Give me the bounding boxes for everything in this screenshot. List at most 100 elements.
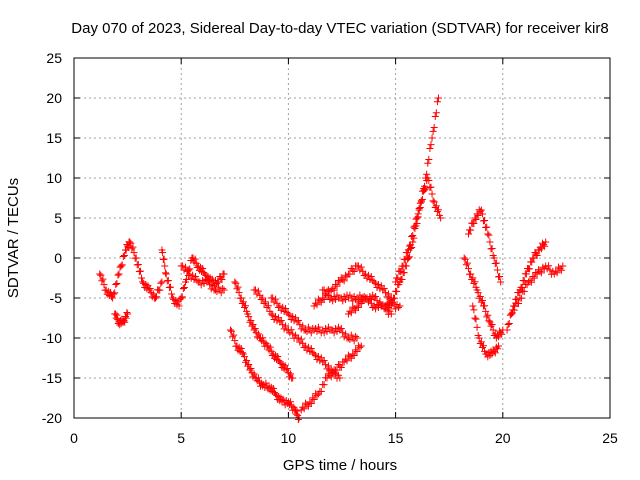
data-point-interp [251, 324, 259, 332]
data-point-interp [299, 322, 307, 330]
data-point-interp [537, 269, 545, 277]
data-point-interp [488, 245, 496, 253]
series-sat-o [460, 254, 507, 342]
data-point-interp [306, 347, 314, 355]
data-point-interp [303, 327, 311, 335]
data-point-interp [269, 384, 277, 392]
data-point-interp [416, 203, 424, 211]
y-tick-label: 25 [46, 50, 62, 66]
data-point [237, 294, 245, 302]
data-point-interp [429, 127, 437, 135]
data-point-interp [329, 367, 337, 375]
data-point-interp [488, 320, 496, 328]
data-point-interp [388, 298, 396, 306]
data-point-interp [332, 295, 340, 303]
data-point-interp [297, 335, 305, 343]
data-point-interp [352, 346, 360, 354]
data-point-interp [282, 304, 290, 312]
data-point-interp [337, 274, 345, 282]
data-point [522, 270, 530, 278]
data-point-interp [391, 294, 399, 302]
data-point-interp [307, 344, 315, 352]
data-point-interp [489, 326, 497, 334]
data-point-interp [342, 355, 350, 363]
data-point [158, 278, 166, 286]
data-point-interp [470, 306, 478, 314]
data-point [542, 238, 550, 246]
data-point-interp [333, 282, 341, 290]
data-point-interp [243, 357, 251, 365]
data-point-interp [322, 361, 330, 369]
data-point-interp [249, 320, 257, 328]
data-point-interp [260, 300, 268, 308]
data-point-interp [363, 274, 371, 282]
data-point-interp [245, 313, 253, 321]
data-point-interp [118, 261, 126, 269]
data-point-interp [262, 298, 270, 306]
data-point-interp [477, 338, 485, 346]
data-point-interp [350, 337, 358, 345]
data-point-interp [364, 271, 372, 279]
data-point-interp [346, 291, 354, 299]
data-point-interp [510, 306, 518, 314]
data-point-interp [218, 276, 226, 284]
data-point-interp [317, 388, 325, 396]
data-points [96, 94, 567, 424]
data-point-interp [357, 263, 365, 271]
data-point-interp [231, 337, 239, 345]
data-point-interp [483, 223, 491, 231]
data-point-interp [120, 251, 128, 259]
data-point [227, 326, 235, 334]
data-point-interp [346, 307, 354, 315]
data-point-interp [536, 267, 544, 275]
data-point-interp [430, 124, 438, 132]
data-point-interp [346, 270, 354, 278]
data-point-interp [373, 284, 381, 292]
data-point-interp [111, 310, 119, 318]
data-point-interp [178, 293, 186, 301]
data-point-interp [229, 333, 237, 341]
data-point [434, 94, 442, 102]
data-point-interp [280, 325, 288, 333]
data-point-interp [372, 305, 380, 313]
data-point-interp [287, 370, 295, 378]
data-point-interp [470, 220, 478, 228]
data-point-interp [485, 231, 493, 239]
data-point-interp [330, 286, 338, 294]
data-point [96, 270, 104, 278]
data-point-interp [264, 302, 272, 310]
data-point-interp [322, 325, 330, 333]
data-point [353, 334, 361, 342]
data-point-interp [320, 329, 328, 337]
data-point [392, 278, 400, 286]
data-point-interp [228, 327, 236, 335]
data-point [469, 302, 477, 310]
y-tick-label: 20 [46, 90, 62, 106]
data-point-interp [159, 249, 167, 257]
data-point-interp [313, 356, 321, 364]
data-point-interp [483, 313, 491, 321]
data-point-interp [543, 265, 551, 273]
data-point-interp [409, 231, 417, 239]
y-tick-label: -15 [42, 370, 62, 386]
x-tick-label: 15 [388, 430, 404, 446]
data-point [370, 278, 378, 286]
data-point-interp [363, 294, 371, 302]
data-point-interp [112, 281, 120, 289]
data-point-interp [307, 400, 315, 408]
data-point-interp [272, 295, 280, 303]
data-point-interp [270, 316, 278, 324]
data-point-interp [309, 394, 317, 402]
data-point-interp [235, 289, 243, 297]
y-tick-label: 10 [46, 170, 62, 186]
data-point-interp [280, 307, 288, 315]
series-sat-s [507, 262, 567, 318]
data-point-interp [553, 269, 561, 277]
data-point [507, 310, 515, 318]
data-point-interp [376, 298, 384, 306]
data-point-interp [533, 252, 541, 260]
data-point-interp [257, 296, 265, 304]
data-point [404, 246, 412, 254]
series-sat-f [231, 278, 297, 382]
data-point-interp [98, 277, 106, 285]
